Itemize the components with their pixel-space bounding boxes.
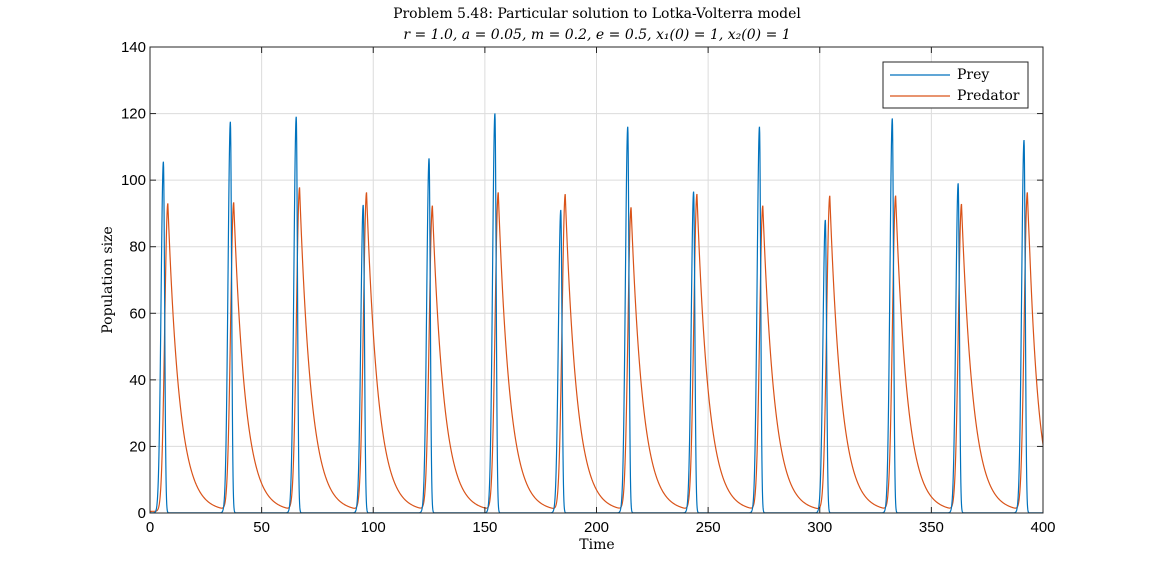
legend-box — [882, 61, 1029, 109]
x-tick-label: 150 — [472, 519, 497, 536]
x-tick-label: 250 — [696, 519, 721, 536]
y-tick-label: 100 — [121, 172, 146, 189]
x-axis-label: Time — [579, 537, 614, 553]
chart-title: Problem 5.48: Particular solution to Lot… — [393, 6, 801, 22]
x-tick-label: 0 — [146, 519, 154, 536]
predator-series-line — [150, 187, 1044, 512]
x-tick-label: 50 — [253, 519, 270, 536]
axis-ticks: 0 50 100 150 200 250 300 350 400 0 20 40 60 80 100 120 1… — [121, 39, 1056, 536]
y-tick-label: 40 — [129, 372, 146, 389]
y-tick-label: 80 — [129, 239, 146, 256]
y-tick-label: 0 — [138, 505, 146, 522]
y-tick-label: 60 — [129, 305, 146, 322]
legend-predator-label: Predator — [957, 88, 1020, 104]
legend-prey-label: Prey — [957, 67, 989, 83]
y-tick-label: 120 — [121, 106, 146, 123]
x-tick-label: 200 — [584, 519, 609, 536]
y-axis-label: Population size — [100, 226, 116, 333]
x-tick-label: 300 — [807, 519, 832, 536]
grid-lines — [150, 47, 1043, 513]
y-tick-label: 20 — [129, 438, 146, 455]
x-tick-label: 400 — [1030, 519, 1055, 536]
chart-subtitle: r = 1.0, a = 0.05, m = 0.2, e = 0.5, x₁(… — [403, 27, 790, 43]
y-tick-label: 140 — [121, 39, 146, 56]
x-tick-label: 350 — [919, 519, 944, 536]
legend: Prey Predator — [882, 61, 1029, 109]
x-tick-label: 100 — [361, 519, 386, 536]
